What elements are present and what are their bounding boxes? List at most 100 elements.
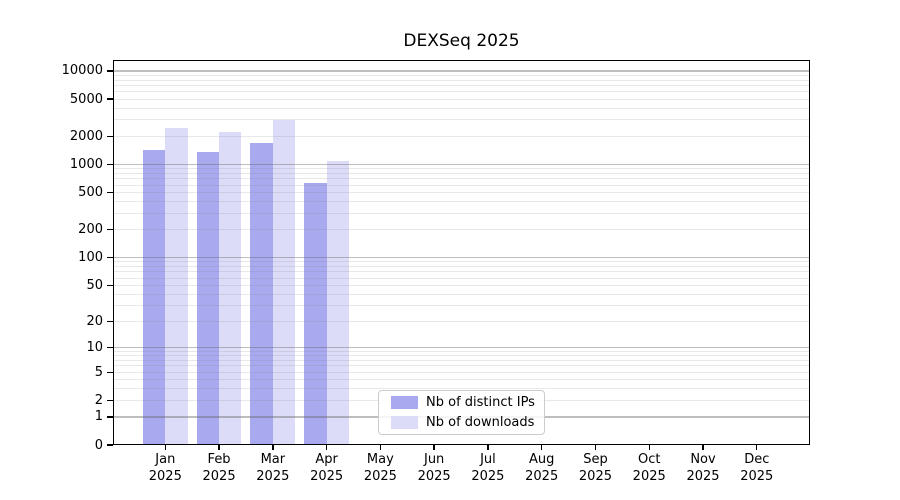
y-tick-label: 1000	[69, 156, 103, 172]
legend-swatch-downloads	[391, 416, 418, 429]
gridline-minor	[113, 320, 810, 322]
year-label: 2025	[578, 468, 612, 484]
gridline-minor	[113, 168, 810, 170]
y-axis-tick	[107, 371, 113, 373]
y-axis-tick	[107, 256, 113, 259]
gridline-major	[113, 256, 810, 259]
year-label: 2025	[525, 468, 559, 484]
x-tick-label-sep: Sep 2025	[563, 452, 627, 485]
bar-downloads-mar	[272, 120, 296, 445]
y-axis-tick	[107, 98, 113, 100]
bar-distinct-ips-feb	[196, 152, 220, 445]
x-tick-label-feb: Feb 2025	[187, 452, 251, 485]
y-tick-label: 2	[94, 392, 103, 408]
month-label: Nov	[690, 452, 716, 467]
month-label: Apr	[315, 452, 338, 467]
y-axis-tick	[107, 135, 113, 138]
gridline-minor	[113, 192, 810, 194]
x-axis-tick	[487, 445, 489, 450]
y-tick-label: 5	[94, 364, 103, 380]
y-tick-label: 100	[78, 250, 103, 266]
gridline-minor	[113, 271, 810, 273]
gridline-major	[113, 163, 810, 166]
x-axis-tick	[648, 445, 650, 450]
year-label: 2025	[686, 468, 720, 484]
gridline-minor	[113, 74, 810, 76]
chart-title: DEXSeq 2025	[403, 31, 520, 51]
x-axis-tick	[540, 445, 543, 450]
year-label: 2025	[310, 468, 344, 484]
gridline-minor	[113, 293, 810, 295]
y-tick-label: 200	[78, 222, 103, 238]
y-axis-tick	[107, 444, 113, 446]
plot-area: Nb of distinct IPs Nb of downloads 1000 0…	[62, 60, 810, 484]
gridline-minor	[113, 360, 810, 362]
x-tick-label-nov: Nov 2025	[671, 452, 735, 485]
x-axis-tick	[164, 445, 166, 450]
x-axis-tick	[702, 445, 704, 450]
y-axis-tick	[107, 191, 113, 194]
y-tick-label: 0	[94, 437, 103, 453]
gridline-minor	[113, 371, 810, 373]
month-label: Jan	[155, 452, 176, 467]
month-label: Dec	[744, 452, 770, 467]
bar-distinct-ips-apr	[304, 182, 327, 445]
gridline-minor	[113, 351, 810, 352]
x-tick-label-jul: Jul 2025	[456, 452, 520, 485]
gridline-minor	[113, 79, 810, 81]
y-axis-tick	[107, 320, 113, 323]
y-tick-label: 500	[78, 185, 103, 201]
gridline-minor	[113, 84, 810, 86]
bar-distinct-ips-mar	[250, 143, 273, 445]
x-axis-tick	[272, 445, 274, 450]
y-axis-tick	[107, 399, 113, 402]
x-axis-tick	[218, 445, 220, 450]
month-label: Jul	[480, 452, 496, 467]
gridline-minor	[113, 98, 810, 100]
legend-swatch-distinct-ips	[391, 396, 418, 409]
legend-item-distinct-ips: Nb of distinct IPs	[391, 395, 544, 410]
x-axis-tick	[379, 445, 382, 450]
gridline-minor	[113, 91, 810, 93]
x-axis-tick	[756, 445, 758, 450]
year-label: 2025	[632, 468, 666, 484]
gridline-major	[113, 70, 810, 72]
y-tick-label: 10	[86, 340, 103, 356]
month-label: Mar	[260, 452, 286, 467]
gridline-minor	[113, 284, 810, 286]
x-tick-label-dec: Dec 2025	[725, 452, 789, 485]
x-axis-tick	[325, 445, 328, 450]
year-label: 2025	[471, 468, 505, 484]
y-axis-tick	[107, 70, 113, 72]
x-tick-label-mar: Mar 2025	[241, 452, 305, 485]
gridline-minor	[113, 261, 810, 263]
gridline-minor	[113, 212, 810, 214]
x-tick-label-may: May 2025	[348, 452, 412, 485]
y-axis-tick	[107, 284, 113, 287]
gridline-minor	[113, 119, 810, 121]
y-tick-label: 50	[86, 277, 103, 293]
legend: Nb of distinct IPs Nb of downloads	[378, 390, 545, 435]
gridline-minor	[113, 277, 810, 279]
year-label: 2025	[740, 468, 774, 484]
legend-item-downloads: Nb of downloads	[391, 415, 544, 430]
x-tick-label-jun: Jun 2025	[402, 452, 466, 485]
bar-distinct-ips-jan	[142, 149, 166, 445]
y-tick-label: 20	[86, 313, 103, 329]
year-label: 2025	[256, 468, 290, 484]
gridline-minor	[113, 107, 810, 109]
x-tick-label-jan: Jan 2025	[133, 452, 197, 485]
y-tick-label: 2000	[69, 128, 103, 144]
x-tick-label-apr: Apr 2025	[295, 452, 359, 485]
year-label: 2025	[363, 468, 397, 484]
month-label: Jun	[423, 452, 445, 467]
legend-label-downloads: Nb of downloads	[426, 415, 535, 430]
bar-downloads-feb	[219, 132, 242, 445]
gridline-minor	[113, 229, 810, 231]
x-tick-label-aug: Aug 2025	[510, 452, 574, 485]
gridline-minor	[113, 135, 810, 137]
bar-downloads-jan	[165, 128, 188, 445]
y-tick-label: 1	[94, 409, 103, 425]
x-axis-tick	[594, 445, 597, 450]
